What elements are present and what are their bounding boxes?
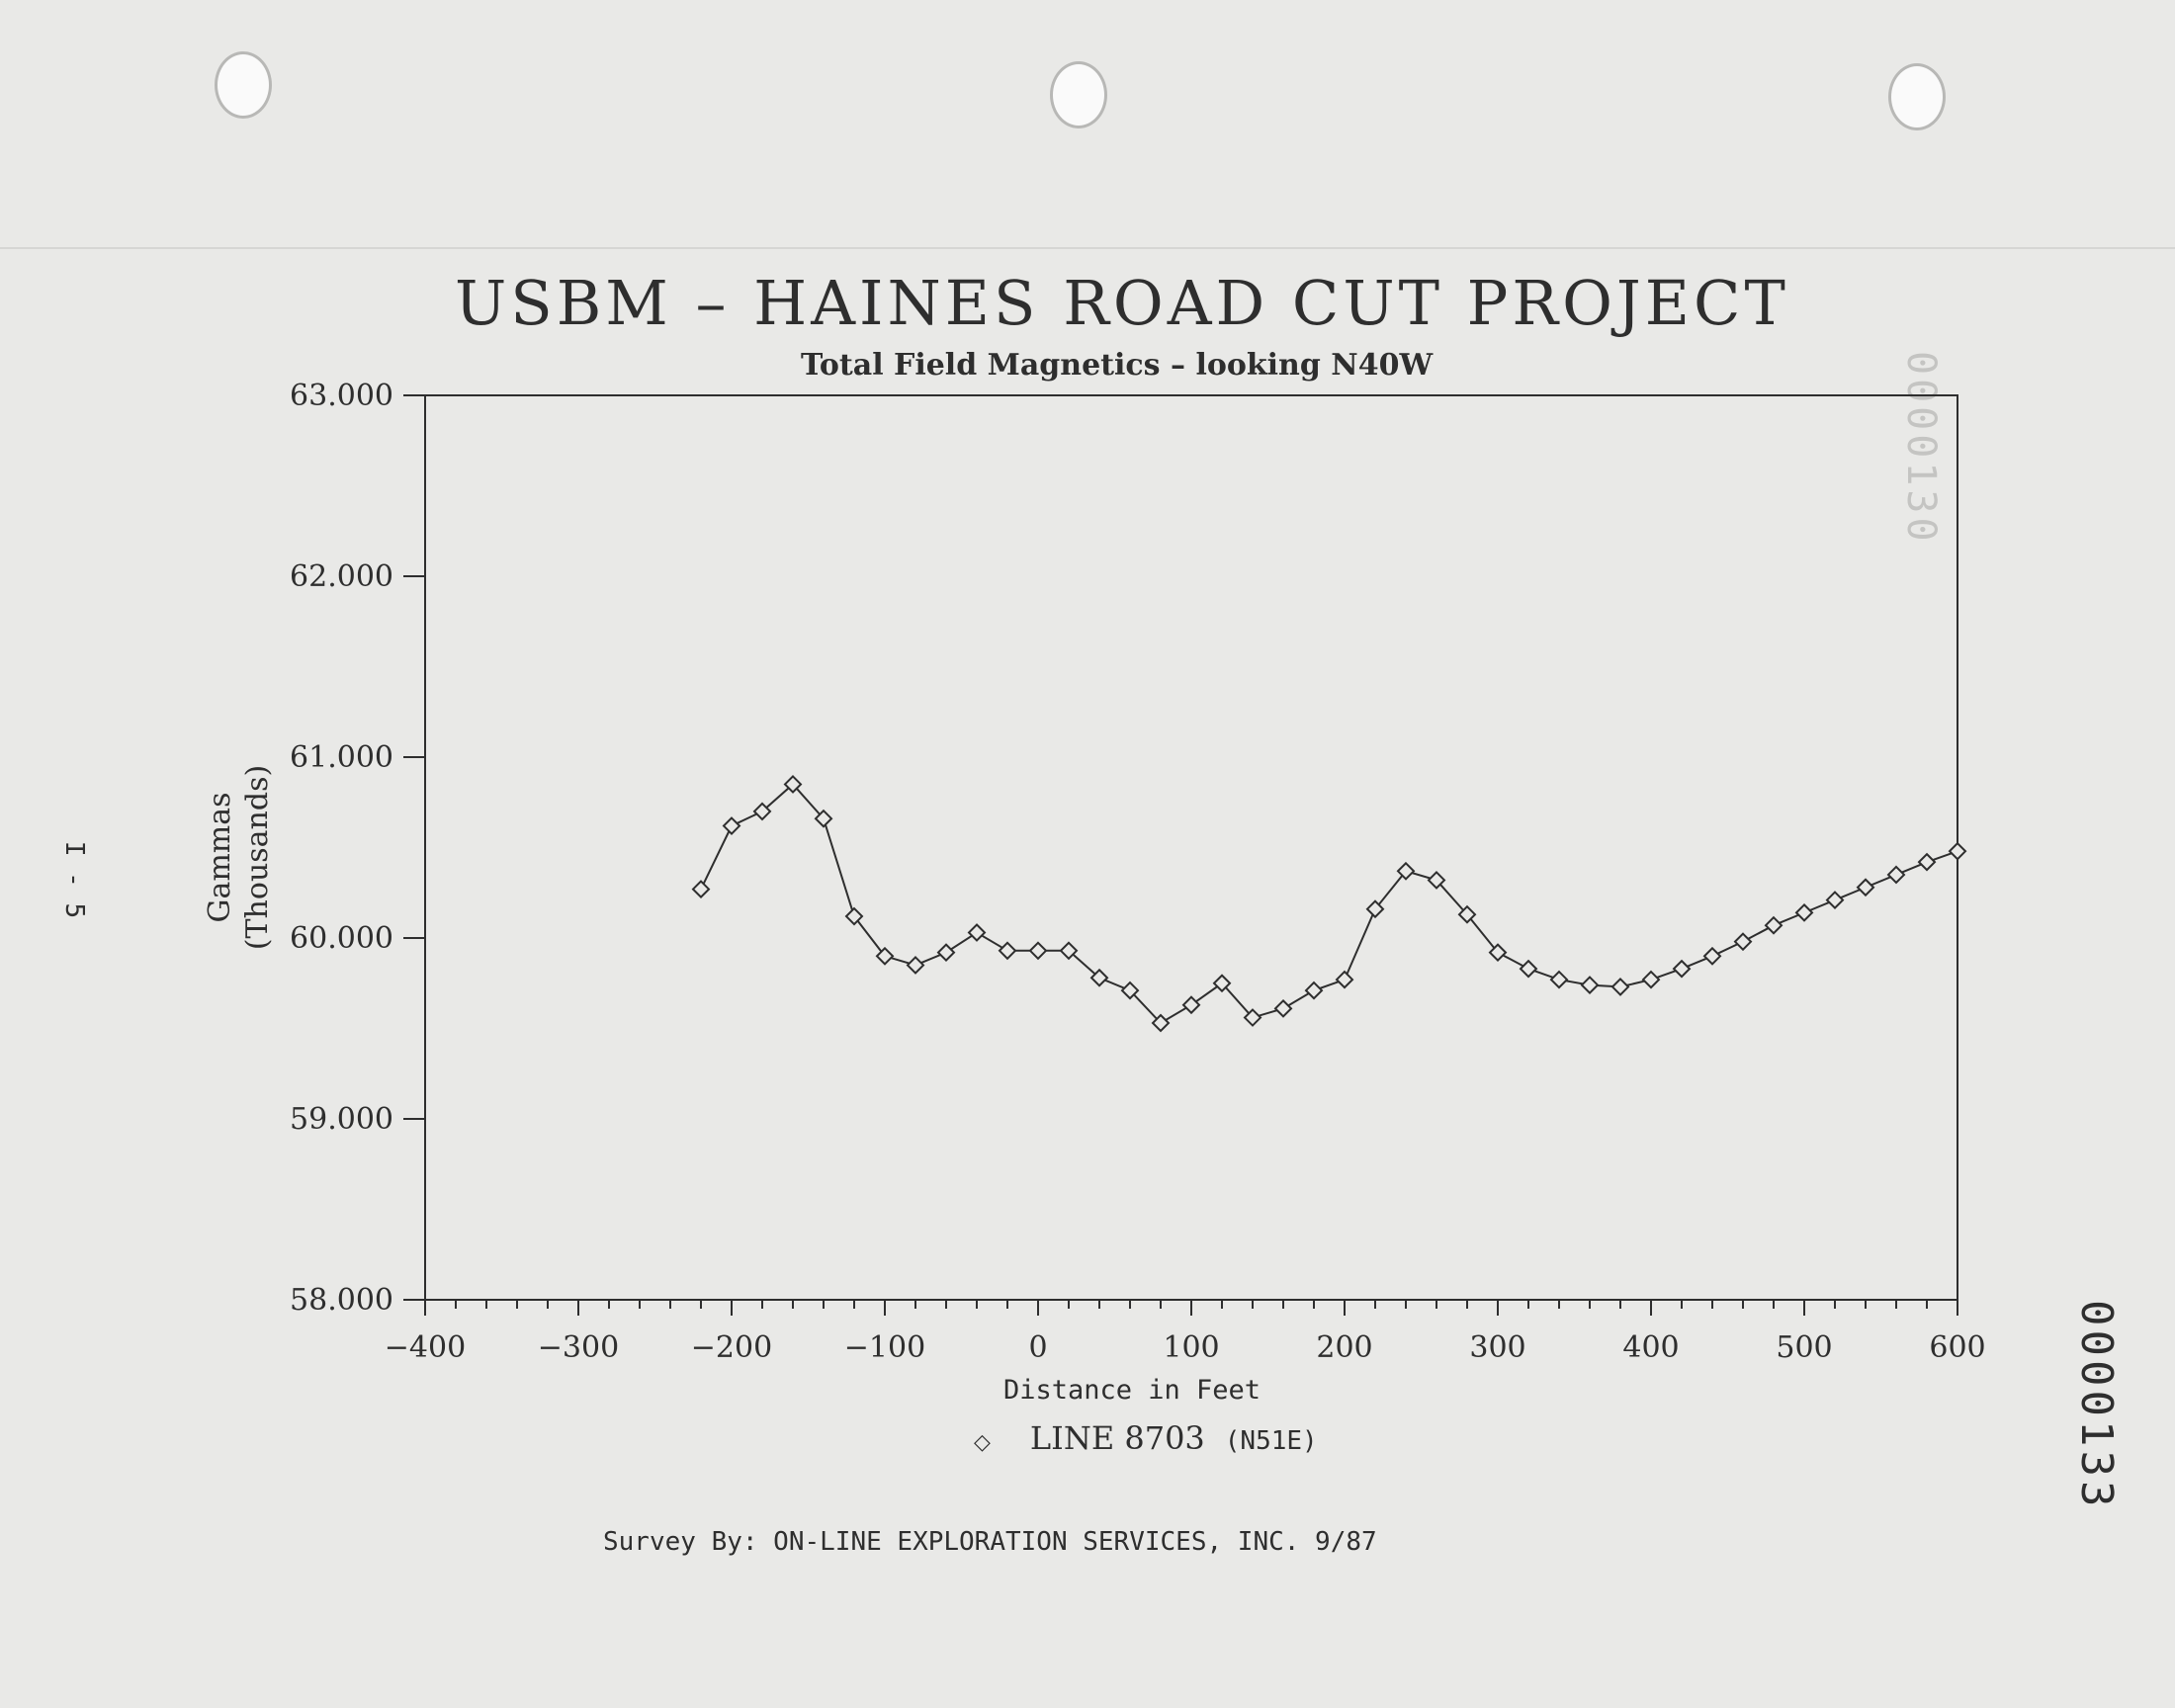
- data-point: [1856, 878, 1875, 897]
- scan-fold-line: [0, 247, 2175, 249]
- x-tick-label: −200: [691, 1330, 772, 1365]
- data-point: [1672, 959, 1692, 979]
- data-point: [1610, 977, 1630, 996]
- data-point: [1488, 943, 1508, 963]
- y-axis-title-line2: (Thousands): [240, 765, 275, 950]
- x-tick-label: 600: [1929, 1330, 1985, 1365]
- y-tick-label: 58.000: [290, 1283, 393, 1318]
- data-point: [1886, 865, 1906, 885]
- data-point: [1396, 861, 1416, 881]
- data-point: [1948, 841, 1967, 861]
- data-point: [783, 775, 803, 794]
- x-tick-label: −400: [385, 1330, 466, 1365]
- data-point: [1335, 970, 1354, 989]
- data-point: [1917, 852, 1937, 872]
- series-line: [700, 783, 1958, 1025]
- data-point: [1365, 899, 1385, 919]
- data-point: [1427, 871, 1446, 890]
- data-point: [1120, 981, 1140, 1000]
- data-point: [1733, 932, 1753, 952]
- legend-series-name: LINE 8703: [1029, 1419, 1205, 1457]
- punch-hole-center: [1050, 61, 1107, 128]
- y-tick-label: 60.000: [290, 921, 393, 956]
- data-point: [1794, 902, 1814, 922]
- data-point: [1457, 904, 1477, 924]
- data-point: [1764, 915, 1784, 935]
- legend: ◇ LINE 8703 (N51E): [974, 1419, 1318, 1457]
- data-point: [1304, 981, 1324, 1000]
- legend-series-direction: (N51E): [1224, 1426, 1318, 1456]
- x-tick-label: −100: [844, 1330, 925, 1365]
- x-tick-label: 400: [1622, 1330, 1679, 1365]
- x-axis-title: Distance in Feet: [1003, 1375, 1261, 1406]
- data-point: [1273, 998, 1293, 1018]
- data-point: [1580, 976, 1600, 994]
- bleed-through-number: 0000130: [1898, 351, 1944, 546]
- x-axis: −400 −300 −200 −100 0 100 200 300 400 500 600: [385, 1300, 1986, 1365]
- data-point: [936, 943, 956, 963]
- x-tick-label: 0: [1028, 1330, 1047, 1365]
- y-tick-label: 61.000: [290, 740, 393, 775]
- x-tick-label: 100: [1163, 1330, 1219, 1365]
- data-point: [1028, 941, 1048, 961]
- data-point: [906, 956, 925, 975]
- data-point: [1151, 1013, 1171, 1033]
- data-point: [967, 923, 987, 942]
- chart-title: USBM – HAINES ROAD CUT PROJECT: [455, 267, 1789, 339]
- y-tick-label: 63.000: [290, 379, 393, 413]
- y-axis: 58.000 59.000 60.000 61.000 62.000 63.000: [290, 379, 425, 1318]
- survey-credit: Survey By: ON-LINE EXPLORATION SERVICES,…: [603, 1527, 1377, 1557]
- page-label: I - 5: [59, 840, 89, 919]
- data-point: [814, 809, 833, 828]
- data-point: [1212, 974, 1232, 993]
- data-point: [722, 816, 741, 835]
- y-tick-label: 62.000: [290, 559, 393, 594]
- x-tick-label: 500: [1776, 1330, 1832, 1365]
- data-point: [752, 802, 772, 821]
- data-point: [1059, 941, 1079, 961]
- punch-hole-right: [1888, 63, 1946, 130]
- data-point: [1641, 970, 1661, 989]
- data-point: [998, 941, 1017, 961]
- series-line-8703: [691, 775, 1967, 1033]
- y-axis-title-line1: Gammas: [203, 792, 237, 922]
- y-tick-label: 59.000: [290, 1102, 393, 1137]
- data-point: [1089, 968, 1109, 987]
- data-point: [1825, 891, 1845, 909]
- data-point: [1243, 1008, 1262, 1027]
- data-point: [691, 880, 711, 899]
- data-point: [875, 946, 895, 966]
- plot-frame: [424, 394, 1958, 1301]
- x-tick-label: 200: [1316, 1330, 1372, 1365]
- data-point: [1181, 995, 1201, 1015]
- document-number: 0000133: [2071, 1300, 2122, 1511]
- punch-hole-left: [215, 51, 272, 119]
- x-tick-label: 300: [1469, 1330, 1525, 1365]
- chart-subtitle: Total Field Magnetics – looking N40W: [801, 348, 1434, 383]
- diamond-marker-icon: ◇: [974, 1430, 991, 1455]
- x-tick-label: −300: [538, 1330, 619, 1365]
- plot-frame-rect: [424, 394, 1958, 1301]
- data-point: [1519, 959, 1538, 979]
- data-point: [1702, 946, 1722, 966]
- data-point: [844, 906, 864, 926]
- data-point: [1549, 970, 1569, 989]
